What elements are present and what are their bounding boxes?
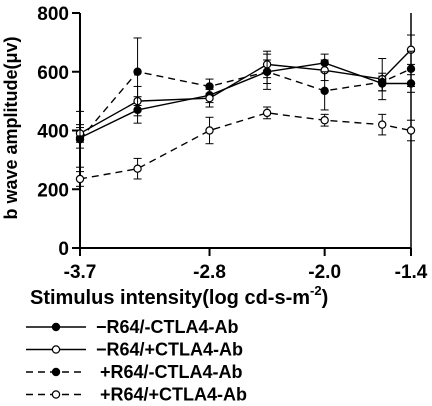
x-tick-label: -3.7 — [64, 262, 97, 283]
x-tick-label: -2.0 — [308, 262, 341, 283]
data-point — [320, 86, 329, 96]
data-point — [75, 174, 85, 184]
x-tick-label: -1.4 — [395, 262, 428, 283]
x-tick-label: -2.8 — [193, 262, 226, 283]
series-layer — [75, 34, 416, 187]
data-point — [205, 93, 214, 103]
x-axis-label: Stimulus intensity(log cd-s-m-2) — [30, 283, 328, 309]
legend-label: −R64/+CTLA4-Ab — [96, 340, 243, 360]
legend: −R64/-CTLA4-Ab −R64/+CTLA4-Ab+R64/-CTLA4-… — [26, 317, 247, 405]
data-point — [406, 126, 416, 135]
data-point — [406, 64, 416, 74]
y-axis-label: b wave amplitude(μv) — [1, 36, 21, 219]
x-ticks: -3.7 -2.8 -2.0 -1.4 — [64, 248, 428, 283]
series-line — [79, 68, 412, 140]
series-line — [79, 62, 411, 139]
legend-label: +R64/+CTLA4-Ab — [100, 385, 247, 405]
y-tick-label: 0 — [58, 239, 69, 260]
data-point — [205, 82, 214, 91]
data-point — [205, 126, 214, 135]
series-line — [79, 112, 412, 180]
legend-label: +R64/-CTLA4-Ab — [100, 362, 243, 382]
data-point — [262, 67, 272, 76]
legend-marker — [51, 367, 61, 377]
data-point — [262, 108, 272, 118]
series-1 — [75, 53, 416, 149]
data-point — [133, 164, 142, 173]
data-point — [378, 120, 387, 129]
x-axis-label-main: Stimulus intensity(log cd-s-m — [30, 287, 310, 309]
series-3 — [75, 37, 416, 168]
data-point — [75, 135, 85, 144]
y-ticks: 0 200 400 600 800 — [37, 4, 80, 260]
series-line — [79, 49, 412, 135]
legend-marker — [51, 322, 61, 332]
series-2 — [75, 34, 416, 143]
y-tick-label: 800 — [37, 4, 69, 25]
legend-label: −R64/-CTLA4-Ab — [96, 317, 239, 337]
legend-marker — [51, 345, 61, 354]
y-tick-label: 400 — [37, 122, 69, 143]
series-4 — [75, 106, 416, 187]
data-point — [378, 77, 387, 87]
legend-marker — [51, 390, 61, 399]
x-axis-label-superscript: -2 — [310, 283, 322, 298]
plot-area: 0 200 400 600 800 -3.7 -2.8 -2.0 -1.4 — [37, 4, 428, 283]
data-point — [320, 116, 329, 125]
y-tick-label: 200 — [37, 180, 69, 201]
x-axis-label-end: ) — [322, 287, 329, 309]
y-tick-label: 600 — [37, 63, 69, 84]
data-point — [133, 67, 142, 76]
